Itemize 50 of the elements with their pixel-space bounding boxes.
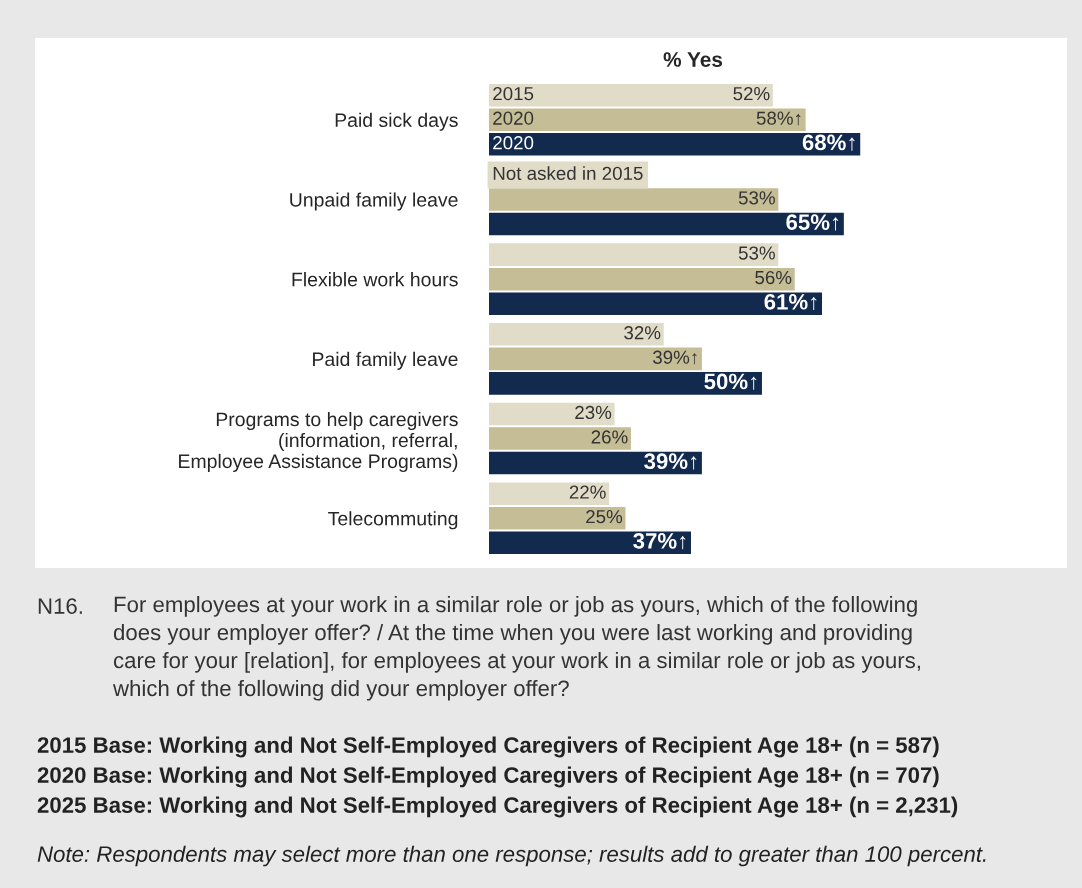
text: 2015 Base: Working and Not Self-Employed Caregivers of Recipient Age 18+ (n = 587): [37, 736, 939, 758]
bar: [489, 402, 615, 426]
bar: [489, 451, 702, 475]
chart-title: % Yes: [663, 52, 723, 67]
data-label: 25%: [586, 509, 623, 524]
series-label: 2015: [493, 87, 534, 101]
bar: [489, 323, 664, 346]
bar: [489, 427, 631, 450]
text: For employees at your work in a similar role or job as yours, which of the following does your employer offer? / At the time when you were last working and providing care for your [relation], for employees at your work in a similar role or job as yours, which of the following did your employer offer?: [112, 596, 920, 701]
bar: [489, 212, 844, 236]
data-label: 61%↑: [764, 293, 817, 311]
bar: [489, 267, 795, 291]
data-label: 39%↑: [652, 350, 697, 365]
data-label: 53%: [738, 191, 775, 205]
data-label: 65%↑: [786, 214, 839, 231]
annotation: Not asked in 2015: [493, 166, 643, 180]
series-label: 2020: [493, 136, 534, 150]
y-tick-label: Programs to help caregivers (information, referral, Employee Assistance Programs): [179, 411, 458, 472]
data-label: 23%: [575, 405, 612, 420]
bar: [489, 347, 702, 371]
data-label: 56%: [755, 270, 792, 285]
bar: [489, 372, 762, 395]
data-label: 50%↑: [704, 373, 757, 390]
bar: [489, 506, 626, 530]
y-tick-label: Paid family leave: [313, 351, 458, 370]
series-label: 2020: [493, 111, 534, 125]
data-label: 58%↑: [756, 111, 801, 126]
y-tick-label: Flexible work hours: [292, 272, 458, 287]
text: Note: Respondents may select more than one response; results add to greater than 100 percent.: [37, 845, 986, 867]
bar: [489, 243, 779, 266]
bar: [489, 133, 861, 156]
text: 2025 Base: Working and Not Self-Employed Caregivers of Recipient Age 18+ (n = 2,231): [37, 796, 958, 818]
text: 2020 Base: Working and Not Self-Employed Caregivers of Recipient Age 18+ (n = 707): [37, 766, 939, 788]
data-label: 53%: [738, 246, 775, 260]
y-tick-label: Unpaid family leave: [290, 192, 458, 211]
data-label: 26%: [591, 430, 628, 444]
bar: [489, 531, 691, 555]
bar: [489, 482, 610, 505]
data-label: 37%↑: [633, 532, 686, 550]
y-tick-label: Paid sick days: [335, 112, 458, 131]
text: N16.: [38, 598, 82, 614]
bar: [489, 292, 823, 315]
data-label: 39%↑: [644, 453, 697, 470]
data-label: 32%: [624, 326, 661, 340]
bar: [489, 83, 773, 107]
y-tick-label: Telecommuting: [328, 511, 458, 530]
data-label: 22%: [569, 485, 606, 499]
bar: [489, 108, 806, 132]
data-label: 52%: [733, 87, 770, 101]
data-label: 68%↑: [802, 134, 855, 151]
